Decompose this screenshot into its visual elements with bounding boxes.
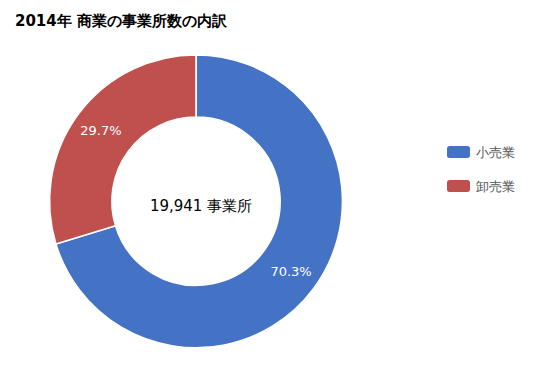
svg-text:2014年 商業の事業所数の内訳: 2014年 商業の事業所数の内訳	[15, 12, 228, 30]
svg-text:小売業: 小売業	[476, 145, 515, 160]
svg-text:70.3%: 70.3%	[270, 264, 311, 279]
svg-text:29.7%: 29.7%	[80, 123, 121, 138]
svg-text:卸売業: 卸売業	[476, 179, 515, 194]
svg-text:19,941 事業所: 19,941 事業所	[150, 197, 252, 215]
